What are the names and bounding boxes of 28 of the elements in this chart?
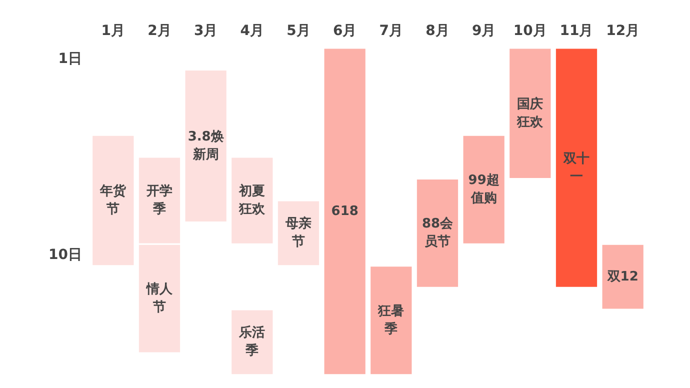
series-label: 乐活季 <box>238 324 266 359</box>
x-tick-label: 1月 <box>101 23 126 39</box>
series-label: 双12 <box>606 269 638 284</box>
series-label: 年货节 <box>99 183 128 218</box>
series-label: 88会员节 <box>422 216 454 250</box>
x-tick-label: 9月 <box>472 23 496 39</box>
series-label: 狂暑季 <box>377 304 404 337</box>
x-tick-label: 8月 <box>426 23 450 39</box>
series-label: 618 <box>331 204 358 219</box>
y-tick-label: 10日 <box>48 246 82 263</box>
x-tick-label: 11月 <box>560 23 594 39</box>
x-tick-label: 3月 <box>194 23 218 39</box>
y-tick-label: 1日 <box>58 50 82 67</box>
x-tick-label: 12月 <box>606 23 640 39</box>
x-tick-label: 10月 <box>513 23 547 39</box>
series-label: 99超值购 <box>468 173 500 206</box>
series-label: 国庆狂欢 <box>516 96 544 130</box>
x-tick-label: 7月 <box>379 23 404 39</box>
x-tick-label: 4月 <box>240 23 264 39</box>
series-label: 开学季 <box>146 184 172 218</box>
x-tick-label: 6月 <box>332 23 357 39</box>
series-label: 初夏狂欢 <box>238 183 266 218</box>
series-label: 3.8焕新周 <box>188 130 224 163</box>
series-label: 情人节 <box>146 282 174 316</box>
series-label: 双十一 <box>562 151 590 184</box>
series-label: 母亲节 <box>284 216 312 250</box>
x-tick-label: 5月 <box>286 23 310 39</box>
x-tick-label: 2月 <box>148 23 172 39</box>
